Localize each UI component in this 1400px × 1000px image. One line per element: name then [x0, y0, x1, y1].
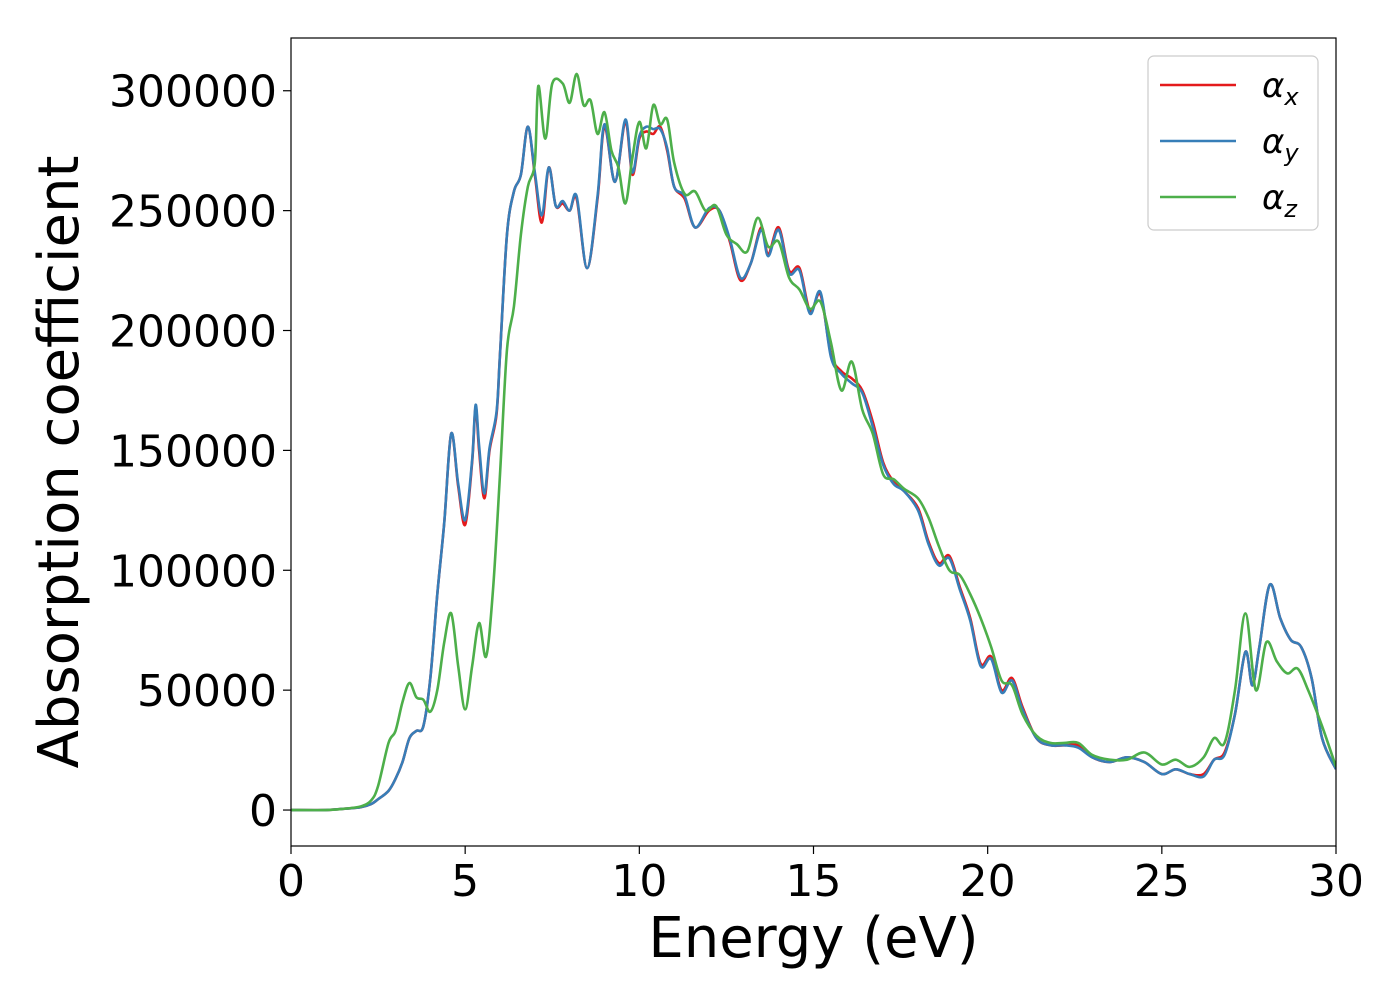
x-tick-label: 15: [786, 856, 842, 907]
series-line-2: [291, 72, 1336, 812]
y-tick-label: 100000: [109, 546, 277, 597]
x-tick-label: 10: [611, 856, 667, 907]
legend-box: [1147, 55, 1319, 231]
legend-label: αz: [1262, 178, 1298, 223]
y-tick-label: 150000: [109, 426, 277, 477]
y-axis-label: Absorption coefficient: [27, 156, 92, 769]
y-tick-label: 0: [249, 786, 277, 837]
x-tick-label: 5: [451, 856, 479, 907]
legend: αx αy αz: [1147, 55, 1319, 231]
y-tick-label: 200000: [109, 307, 277, 358]
y-tick-label: 50000: [137, 666, 277, 717]
y-axis-ticks: 0 50000 100000 150000 200000 250000 300000: [109, 67, 291, 837]
legend-label: αy: [1262, 122, 1299, 167]
x-tick-label: 25: [1134, 856, 1190, 907]
y-tick-label: 250000: [109, 187, 277, 238]
x-tick-label: 30: [1308, 856, 1364, 907]
series-lines: [291, 72, 1336, 812]
y-tick-label: 300000: [109, 67, 277, 118]
x-tick-label: 20: [960, 856, 1016, 907]
legend-label: αx: [1262, 66, 1299, 111]
x-axis-label: Energy (eV): [648, 906, 978, 971]
x-tick-label: 0: [277, 856, 305, 907]
x-axis-ticks: 0 5 10 15 20 25 30: [277, 846, 1364, 907]
